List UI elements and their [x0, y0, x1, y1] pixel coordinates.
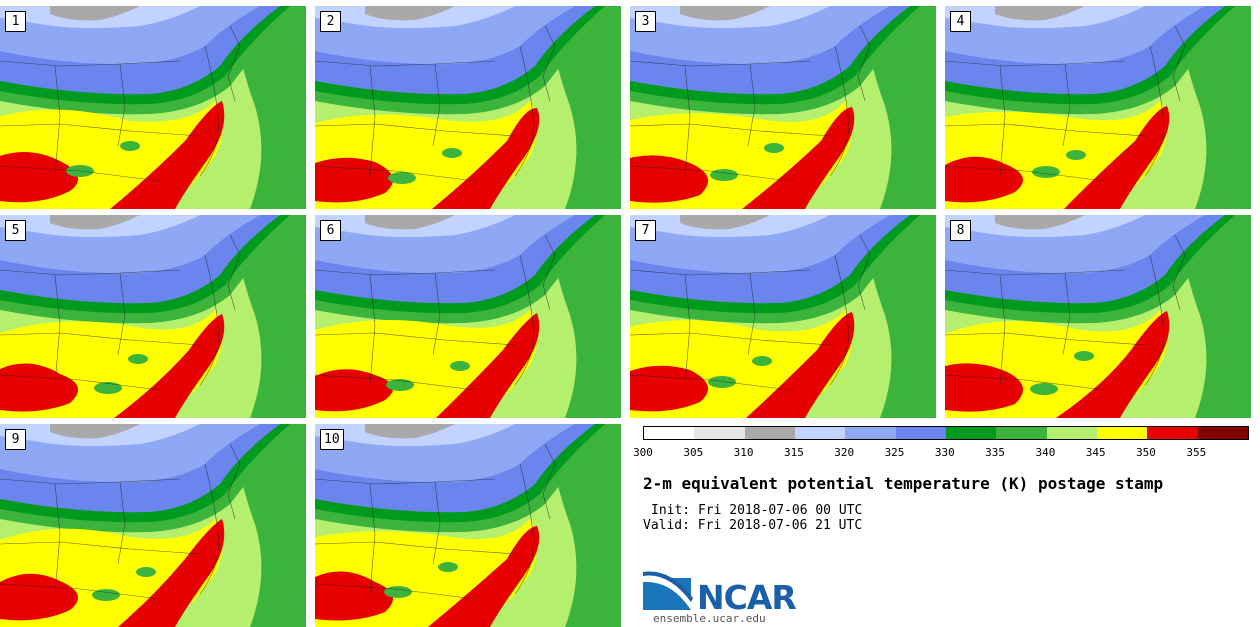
colorbar-segment: [1197, 427, 1248, 439]
ncar-logo-text: NCAR: [697, 578, 797, 617]
panel-number: 8: [950, 220, 971, 241]
postage-stamp-panel: 7: [630, 215, 936, 418]
colorbar-tick-label: 330: [934, 446, 955, 459]
colorbar-tick-label: 315: [783, 446, 804, 459]
colorbar-segment: [794, 427, 846, 439]
postage-stamp-panel: 9: [0, 424, 306, 627]
panel-number: 5: [5, 220, 26, 241]
colorbar-segment: [996, 427, 1047, 439]
colorbar-segment: [845, 427, 896, 439]
colorbar-segment: [694, 427, 745, 439]
panel-number: 6: [320, 220, 341, 241]
figure-title: 2-m equivalent potential temperature (K)…: [643, 474, 1164, 493]
panel-number: 9: [5, 429, 26, 450]
colorbar-segment: [895, 427, 946, 439]
postage-stamp-panel: 5: [0, 215, 306, 418]
colorbar-tick-label: 325: [884, 446, 905, 459]
colorbar-tick-label: 305: [683, 446, 704, 459]
panel-number: 7: [635, 220, 656, 241]
postage-stamp-panel: 1: [0, 6, 306, 209]
postage-stamp-panel: 10: [315, 424, 621, 627]
panel-number: 2: [320, 11, 341, 32]
colorbar-tick-label: 300: [633, 446, 653, 459]
ensemble-url: ensemble.ucar.edu: [653, 612, 766, 625]
postage-stamp-panel: 8: [945, 215, 1251, 418]
init-time: Init: Fri 2018-07-06 00 UTC: [651, 503, 863, 518]
colorbar-segment: [744, 427, 795, 439]
colorbar-tick-label: 320: [834, 446, 855, 459]
colorbar-segment: [644, 427, 695, 439]
postage-stamp-panel: 6: [315, 215, 621, 418]
valid-time: Valid: Fri 2018-07-06 21 UTC: [643, 518, 863, 533]
colorbar-segment: [945, 427, 997, 439]
colorbar-tick-label: 310: [733, 446, 754, 459]
panel-number: 3: [635, 11, 656, 32]
colorbar-tick-label: 345: [1085, 446, 1106, 459]
postage-stamp-panel: 3: [630, 6, 936, 209]
colorbar-segment: [1046, 427, 1097, 439]
postage-stamp-panel: 2: [315, 6, 621, 209]
colorbar-tick-label: 350: [1136, 446, 1156, 459]
ncar-logo-icon: [643, 570, 693, 614]
panel-number: 4: [950, 11, 971, 32]
colorbar-segment: [1096, 427, 1148, 439]
colorbar-tick-label: 355: [1186, 446, 1207, 459]
colorbar-tick-label: 335: [985, 446, 1006, 459]
panel-number: 1: [5, 11, 26, 32]
colorbar-segment: [1147, 427, 1198, 439]
postage-stamp-panel: 4: [945, 6, 1251, 209]
panel-number: 10: [320, 429, 344, 450]
colorbar: [643, 426, 1249, 440]
colorbar-tick-label: 340: [1035, 446, 1056, 459]
